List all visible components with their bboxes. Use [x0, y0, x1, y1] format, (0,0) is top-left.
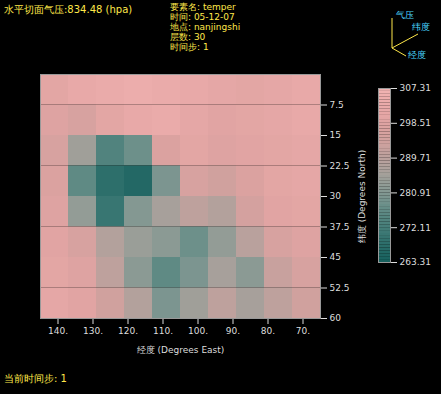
svg-text:307.31: 307.31 — [400, 83, 432, 93]
svg-text:气压: 气压 — [396, 10, 414, 20]
html-text:层数: 30: 层数: 30 — [170, 32, 206, 42]
html-text:要素名: temper: 要素名: temper — [170, 2, 236, 12]
svg-text:140.: 140. — [48, 326, 68, 336]
svg-text:22.5: 22.5 — [330, 161, 350, 171]
svg-text:37.5: 37.5 — [330, 222, 350, 232]
svg-text:纬度 (Degrees North): 纬度 (Degrees North) — [357, 150, 367, 243]
svg-text:30: 30 — [330, 191, 342, 201]
svg-text:100.: 100. — [188, 326, 208, 336]
svg-text:280.91: 280.91 — [400, 188, 432, 198]
html-text:地点: nanjingshi: 地点: nanjingshi — [170, 22, 241, 32]
svg-text:52.5: 52.5 — [330, 283, 350, 293]
svg-text:120.: 120. — [118, 326, 138, 336]
svg-text:60: 60 — [330, 313, 342, 323]
html-text:当前时间步: 1: 当前时间步: 1 — [4, 373, 67, 384]
svg-text:70.: 70. — [296, 326, 310, 336]
svg-text:纬度: 纬度 — [412, 22, 430, 32]
svg-text:经度 (Degrees East): 经度 (Degrees East) — [137, 345, 225, 355]
html-text:时间步: 1: 时间步: 1 — [170, 42, 209, 52]
html-text:水平切面气压:834.48 (hpa): 水平切面气压:834.48 (hpa) — [4, 4, 133, 15]
svg-text:80.: 80. — [261, 326, 275, 336]
svg-text:90.: 90. — [226, 326, 240, 336]
svg-text:130.: 130. — [83, 326, 103, 336]
svg-text:110.: 110. — [153, 326, 173, 336]
svg-text:45: 45 — [330, 252, 341, 262]
svg-text:263.31: 263.31 — [400, 257, 432, 267]
html-text:时间: 05-12-07: 时间: 05-12-07 — [170, 12, 235, 22]
svg-text:7.5: 7.5 — [330, 100, 344, 110]
svg-text:298.51: 298.51 — [400, 118, 432, 128]
svg-text:272.11: 272.11 — [400, 223, 432, 233]
svg-text:经度: 经度 — [408, 50, 426, 60]
svg-text:289.71: 289.71 — [400, 153, 432, 163]
svg-text:15: 15 — [330, 130, 341, 140]
